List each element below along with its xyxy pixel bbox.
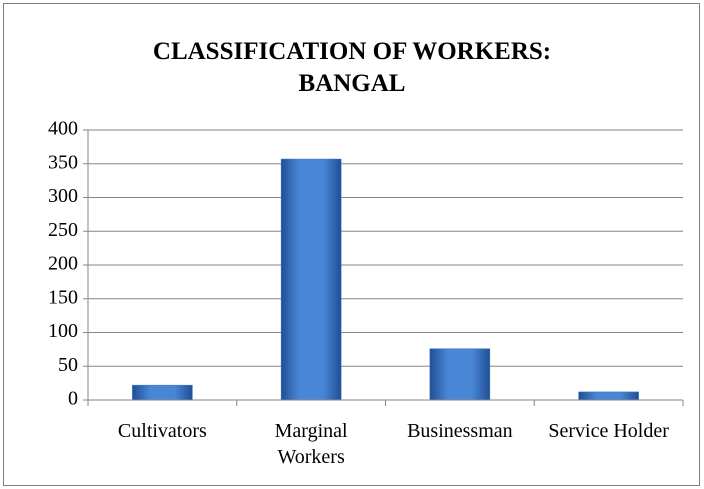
chart-border: [3, 3, 700, 486]
x-tick-label: Businessman: [407, 420, 513, 442]
y-tick-label: 350: [48, 151, 78, 173]
y-tick-label: 50: [58, 354, 78, 376]
y-tick-label: 100: [48, 320, 78, 342]
y-tick-label: 300: [48, 185, 78, 207]
x-tick-label: Marginal Workers: [274, 420, 348, 468]
chart-title: CLASSIFICATION OF WORKERS: BANGAL: [152, 38, 552, 97]
bar: [132, 384, 193, 401]
y-tick-label: 250: [48, 219, 78, 241]
y-tick-label: 150: [48, 286, 78, 308]
bar: [429, 348, 491, 401]
bar: [280, 158, 342, 401]
bar: [578, 391, 639, 401]
x-tick-label: Service Holder: [548, 420, 669, 442]
y-tick-label: 400: [48, 118, 78, 140]
x-tick-label: Cultivators: [117, 420, 207, 442]
y-tick-label: 0: [68, 388, 78, 410]
y-tick-label: 200: [48, 253, 78, 275]
